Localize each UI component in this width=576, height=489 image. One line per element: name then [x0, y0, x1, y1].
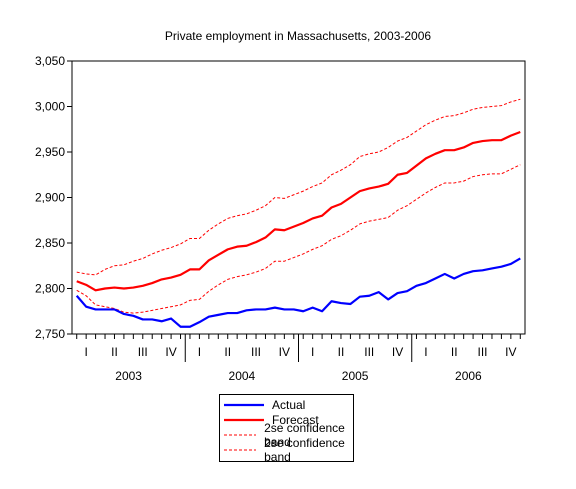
series-actual	[75, 257, 521, 328]
y-tick-label: 2,850	[35, 236, 65, 250]
x-quarter-label: III	[478, 345, 488, 359]
legend-item-lower-band: 2se confidence band	[224, 436, 353, 464]
x-quarter-label: IV	[279, 345, 290, 359]
x-quarter-label: IV	[165, 345, 176, 359]
plot-frame	[71, 60, 526, 335]
x-quarter-label: I	[198, 345, 201, 359]
x-quarter-label: III	[138, 345, 148, 359]
x-quarter-label: II	[224, 345, 231, 359]
series-forecast	[76, 130, 521, 292]
x-quarter-label: IV	[505, 345, 516, 359]
y-tick-label: 2,800	[35, 282, 65, 296]
series-lower-band	[76, 164, 521, 314]
y-tick-label: 2,900	[35, 191, 65, 205]
legend-label-actual: Actual	[272, 398, 306, 412]
y-tick-label: 2,750	[35, 327, 65, 341]
y-tick-label: 3,050	[35, 54, 65, 68]
x-quarter-label: I	[84, 345, 87, 359]
legend: Actual Forecast 2se confidence band 2se …	[219, 394, 354, 464]
x-quarter-label: III	[364, 345, 374, 359]
x-quarter-label: III	[251, 345, 261, 359]
x-year-label: 2003	[115, 369, 142, 383]
x-year-label: 2006	[455, 369, 482, 383]
series-layer	[75, 98, 521, 328]
legend-item-actual: Actual	[224, 398, 305, 412]
legend-item-upper-band: 2se confidence band	[224, 421, 353, 449]
x-quarter-label: I	[424, 345, 427, 359]
y-axis: 2,750 2,800 2,850 2,900 2,950 3,000 3,050	[35, 54, 72, 341]
x-quarter-label: II	[111, 345, 118, 359]
x-year-label: 2005	[342, 369, 369, 383]
chart-title: Private employment in Massachusetts, 200…	[165, 29, 431, 43]
legend-swatch-lower-band	[224, 449, 257, 451]
x-quarter-label: I	[311, 345, 314, 359]
legend-swatch-forecast	[224, 418, 264, 422]
x-quarter-label: IV	[392, 345, 403, 359]
legend-swatch-actual	[224, 403, 264, 407]
x-quarter-label: II	[451, 345, 458, 359]
y-tick-label: 2,950	[35, 145, 65, 159]
legend-label-forecast: Forecast	[272, 413, 319, 427]
legend-label-lower-band: 2se confidence band	[264, 436, 345, 464]
legend-swatch-upper-band	[224, 434, 257, 436]
y-tick-label: 3,000	[35, 100, 65, 114]
legend-label-upper-band: 2se confidence band	[264, 421, 345, 449]
series-upper-band	[76, 98, 521, 276]
x-year-label: 2004	[229, 369, 256, 383]
legend-item-forecast: Forecast	[224, 413, 319, 427]
x-quarter-label: II	[338, 345, 345, 359]
